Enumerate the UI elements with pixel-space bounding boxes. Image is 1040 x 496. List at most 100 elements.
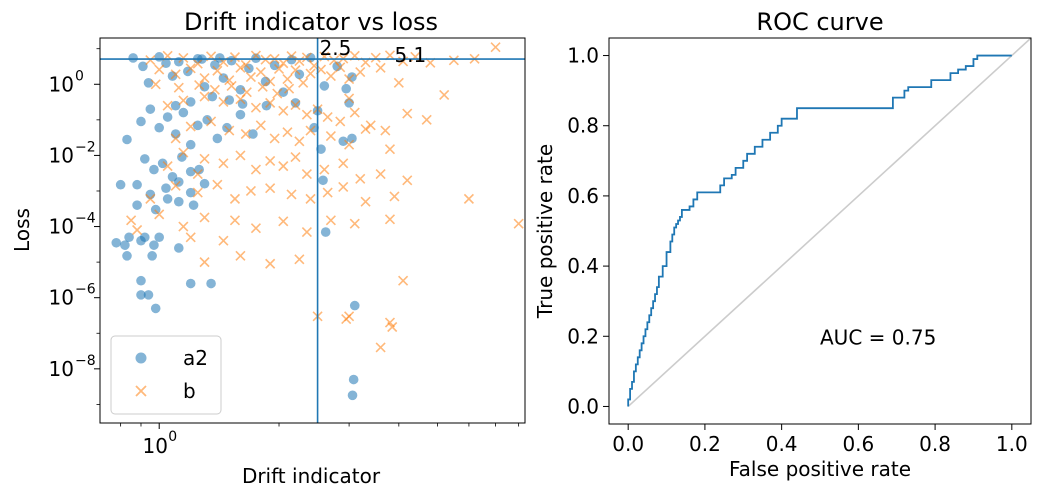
- scatter-point-b: [226, 80, 237, 91]
- scatter-point-a2: [132, 179, 142, 190]
- scatter-point-b: [185, 232, 196, 243]
- roc-xtick-label: 1.0: [996, 432, 1028, 456]
- scatter-point-b: [301, 52, 312, 63]
- scatter-point-b: [192, 168, 203, 180]
- roc-ytick-label: 0.8: [567, 114, 599, 138]
- scatter-point-b: [349, 218, 360, 229]
- scatter-point-b: [355, 173, 366, 184]
- scatter-point-b: [224, 125, 235, 136]
- scatter-point-b: [344, 93, 355, 104]
- scatter-point-a2: [316, 144, 326, 154]
- scatter-point-a2: [319, 81, 330, 91]
- legend-marker-a2: [135, 352, 147, 364]
- scatter-point-b: [250, 102, 261, 113]
- scatter-point-a2: [150, 204, 161, 215]
- roc-ytick-label: 0.6: [567, 184, 599, 208]
- scatter-point-b: [325, 71, 336, 82]
- scatter-point-a2: [147, 251, 157, 261]
- scatter-point-a2: [185, 166, 196, 177]
- roc-xlabel: False positive rate: [729, 457, 911, 481]
- roc-ytick-label: 1.0: [567, 44, 599, 68]
- scatter-point-b: [335, 116, 346, 127]
- legend-marker-b: [135, 385, 147, 397]
- scatter-point-a2: [237, 99, 248, 109]
- scatter-point-b: [344, 139, 355, 150]
- legend-label-b: b: [183, 379, 196, 403]
- scatter-point-a2: [162, 112, 173, 122]
- scatter-point-b: [150, 79, 161, 90]
- scatter-point-b: [192, 58, 203, 69]
- scatter-point-a2: [138, 61, 148, 72]
- scatter-point-b: [194, 80, 205, 91]
- scatter-point-b: [199, 212, 210, 223]
- scatter-point-b: [301, 109, 312, 120]
- scatter-point-b: [199, 153, 210, 164]
- scatter-point-b: [178, 147, 189, 158]
- scatter-point-a2: [128, 53, 138, 63]
- scatter-point-b: [319, 164, 330, 175]
- scatter-point-b: [490, 42, 501, 53]
- scatter-point-b: [173, 82, 184, 93]
- scatter-point-a2: [210, 60, 220, 70]
- roc-ytick-label: 0.2: [567, 324, 599, 348]
- scatter-point-b: [301, 168, 312, 180]
- scatter-point-b: [235, 94, 246, 105]
- scatter-point-a2: [154, 122, 165, 133]
- scatter-point-b: [294, 254, 305, 265]
- scatter-point-b: [212, 65, 223, 76]
- scatter-point-b: [286, 189, 297, 200]
- scatter-point-a2: [157, 158, 168, 169]
- scatter-point-b: [393, 77, 404, 88]
- scatter-point-b: [185, 121, 196, 132]
- scatter-point-b: [145, 54, 156, 66]
- scatter-point-a2: [218, 73, 229, 83]
- scatter-point-b: [421, 114, 432, 125]
- legend-label-a2: a2: [183, 346, 208, 370]
- scatter-point-b: [245, 185, 256, 197]
- scatter-point-a2: [235, 109, 246, 120]
- scatter-point-b: [341, 314, 352, 325]
- scatter-point-a2: [185, 139, 196, 150]
- roc-xtick-label: 0.4: [766, 432, 798, 456]
- scatter-point-b: [325, 130, 336, 142]
- scatter-point-b: [154, 209, 165, 220]
- scatter-point-b: [218, 235, 229, 246]
- scatter-ticks: 10 −810 −610 −410 −210 010 0: [49, 48, 520, 458]
- scatter-point-b: [349, 107, 360, 118]
- scatter-point-b: [402, 175, 413, 186]
- scatter-ytick-label: 10: [49, 357, 74, 381]
- scatter-ytick-label: 10: [49, 286, 74, 310]
- scatter-ytick-exponent: −2: [75, 139, 96, 155]
- scatter-point-b: [255, 120, 266, 131]
- roc-ticks: 0.0 0.2 0.4 0.6 0.8 1.0 0.0 0.2 0.4 0.6 0.8 1.0: [567, 44, 1028, 456]
- roc-xtick-label: 0.2: [689, 432, 721, 456]
- scatter-point-b: [235, 150, 246, 161]
- scatter-point-a2: [212, 133, 223, 144]
- scatter-point-b: [360, 196, 371, 207]
- scatter-point-a2: [178, 107, 189, 118]
- scatter-point-b: [178, 95, 189, 106]
- scatter-point-a2: [120, 240, 130, 250]
- scatter-point-b: [229, 215, 241, 226]
- scatter-point-a2: [139, 232, 150, 243]
- scatter-point-b: [290, 65, 301, 76]
- scatter-point-b: [355, 67, 366, 78]
- scatter-point-b: [322, 111, 333, 123]
- scatter-ytick-label: 10: [49, 143, 74, 167]
- scatter-point-a2: [136, 116, 146, 127]
- scatter-point-b: [212, 179, 223, 190]
- roc-ytick-label: 0.0: [567, 394, 599, 418]
- scatter-point-b: [229, 193, 241, 204]
- scatter-point-b: [282, 127, 293, 138]
- roc-title: ROC curve: [756, 8, 883, 36]
- scatter-point-b: [178, 221, 189, 232]
- scatter-point-a2: [162, 194, 173, 204]
- roc-xtick-label: 0.0: [612, 432, 644, 456]
- scatter-point-b: [162, 100, 173, 111]
- scatter-point-a2: [173, 243, 184, 253]
- scatter-point-a2: [206, 278, 216, 289]
- scatter-point-b: [235, 250, 246, 261]
- roc-frame: [608, 37, 1032, 425]
- scatter-point-b: [290, 151, 301, 163]
